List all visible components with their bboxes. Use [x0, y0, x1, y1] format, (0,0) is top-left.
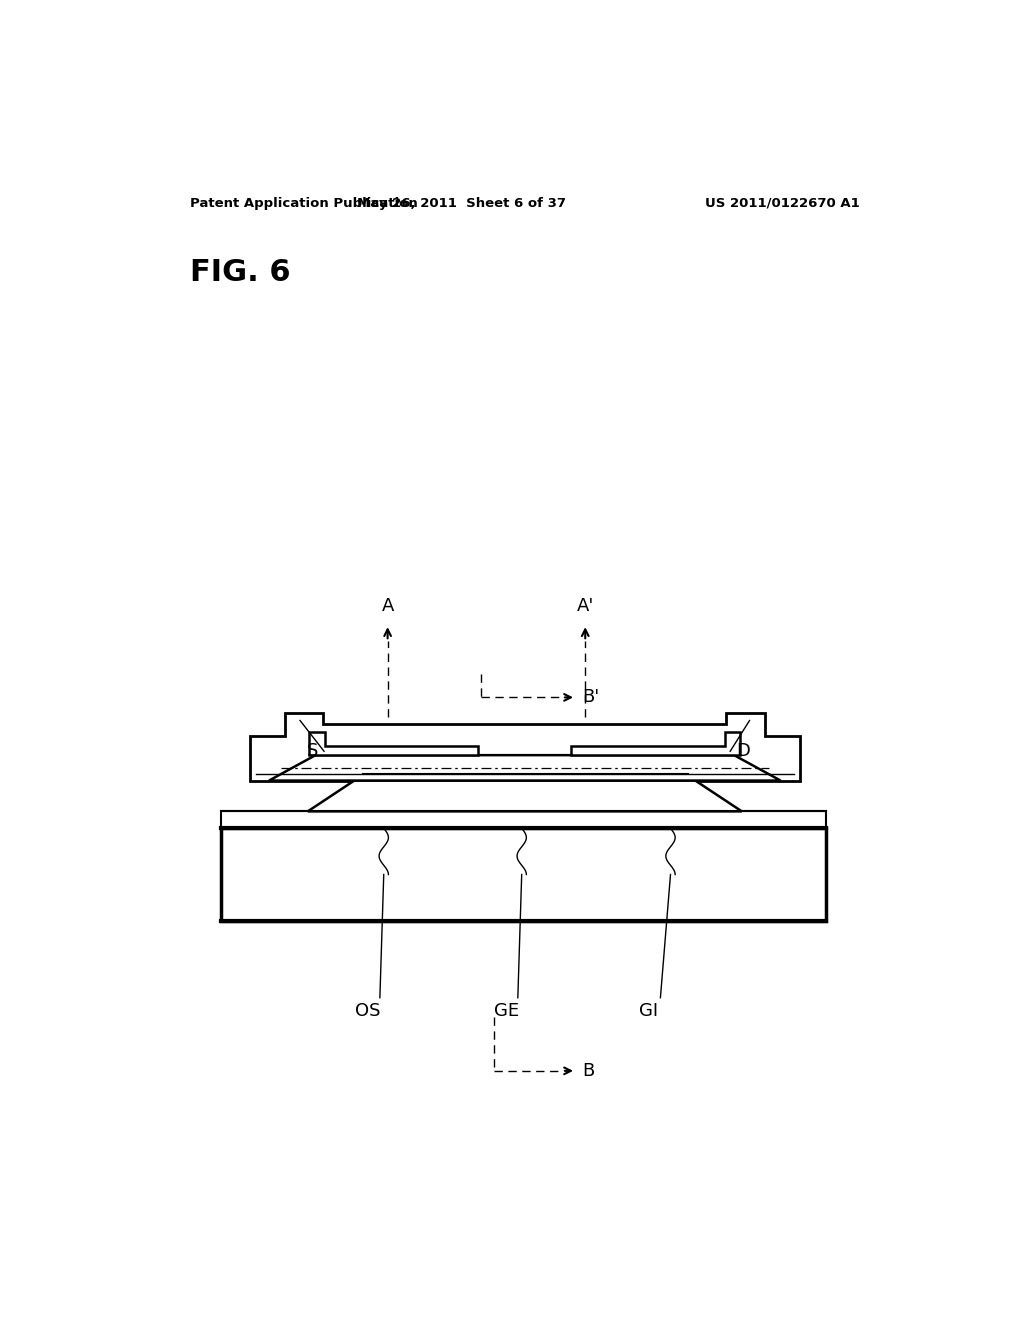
Text: Patent Application Publication: Patent Application Publication — [190, 197, 418, 210]
Polygon shape — [250, 713, 800, 780]
Bar — [221, 829, 825, 921]
Text: US 2011/0122670 A1: US 2011/0122670 A1 — [705, 197, 859, 210]
Text: OS: OS — [355, 1002, 381, 1019]
Text: May 26, 2011  Sheet 6 of 37: May 26, 2011 Sheet 6 of 37 — [356, 197, 565, 210]
Text: GI: GI — [639, 1002, 658, 1019]
Text: GE: GE — [494, 1002, 519, 1019]
Polygon shape — [571, 733, 740, 755]
Text: B': B' — [583, 689, 599, 706]
Text: FIG. 6: FIG. 6 — [190, 257, 291, 286]
Text: D: D — [736, 742, 751, 760]
Polygon shape — [269, 755, 780, 780]
Bar — [221, 812, 825, 829]
Polygon shape — [309, 733, 478, 755]
Text: B: B — [583, 1061, 594, 1080]
Text: S: S — [306, 742, 317, 760]
Text: A: A — [381, 597, 394, 615]
Polygon shape — [308, 780, 741, 812]
Text: A': A' — [577, 597, 594, 615]
